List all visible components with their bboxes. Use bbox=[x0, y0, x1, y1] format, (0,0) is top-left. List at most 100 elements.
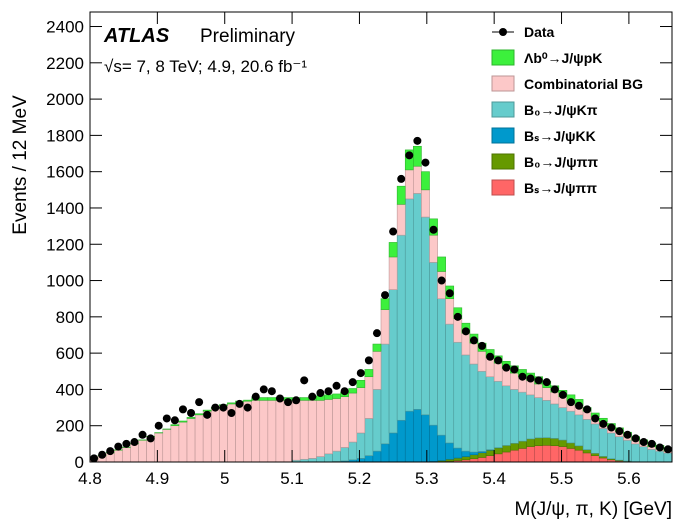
histogram-bar bbox=[405, 199, 413, 411]
histogram-bar bbox=[543, 400, 551, 437]
histogram-bar bbox=[397, 186, 405, 204]
x-tick-label: 5.6 bbox=[617, 469, 641, 488]
histogram-bar bbox=[252, 400, 260, 462]
histogram-bar bbox=[324, 454, 332, 462]
legend-swatch bbox=[492, 180, 514, 195]
histogram-bar bbox=[462, 355, 470, 451]
data-point bbox=[413, 137, 421, 145]
data-point bbox=[284, 398, 292, 406]
y-tick-label: 1800 bbox=[46, 126, 84, 145]
histogram-bar bbox=[551, 392, 559, 404]
histogram-bar bbox=[494, 381, 502, 447]
y-tick-label: 2400 bbox=[46, 18, 84, 37]
histogram-bar bbox=[268, 400, 276, 462]
data-point bbox=[349, 378, 357, 386]
data-point bbox=[648, 440, 656, 448]
data-point bbox=[268, 387, 276, 395]
data-point bbox=[139, 431, 147, 439]
data-point bbox=[236, 400, 244, 408]
histogram-bar bbox=[405, 411, 413, 462]
data-point bbox=[405, 151, 413, 159]
histogram-bar bbox=[446, 324, 454, 443]
histogram-bar bbox=[171, 425, 179, 426]
y-tick-label: 2200 bbox=[46, 54, 84, 73]
legend-swatch bbox=[492, 154, 514, 169]
atlas-label: ATLAS bbox=[103, 25, 170, 47]
data-point bbox=[252, 393, 260, 401]
data-point bbox=[333, 382, 341, 390]
histogram-bar bbox=[624, 440, 632, 461]
histogram-bar bbox=[341, 447, 349, 460]
data-point bbox=[527, 375, 535, 383]
data-point bbox=[599, 420, 607, 428]
histogram-bar bbox=[413, 193, 421, 409]
histogram-bar bbox=[470, 455, 478, 459]
histogram-bar bbox=[615, 437, 623, 461]
histogram-bar bbox=[308, 400, 316, 458]
histogram-bar bbox=[421, 172, 429, 190]
data-point bbox=[90, 454, 98, 462]
histogram-bar bbox=[130, 444, 138, 462]
histogram-bar bbox=[591, 424, 599, 453]
histogram-bar bbox=[236, 402, 244, 462]
histogram-bar bbox=[478, 457, 486, 462]
data-point bbox=[632, 434, 640, 442]
histogram-bar bbox=[260, 400, 268, 462]
histogram-bar bbox=[438, 435, 446, 460]
data-point bbox=[227, 409, 235, 417]
data-point bbox=[244, 404, 252, 412]
legend-label: Λb⁰→J/ψpK bbox=[524, 50, 602, 66]
histogram-bar bbox=[583, 419, 591, 449]
histogram-bar bbox=[292, 400, 300, 460]
histogram-bar bbox=[171, 426, 179, 462]
histogram-bar bbox=[413, 146, 421, 166]
data-point bbox=[454, 313, 462, 321]
data-point bbox=[365, 356, 373, 364]
histogram-bar bbox=[559, 447, 567, 462]
data-point bbox=[462, 327, 470, 335]
histogram-bar bbox=[268, 398, 276, 401]
data-point bbox=[607, 424, 615, 432]
histogram-bar bbox=[599, 458, 607, 462]
histogram-bar bbox=[122, 447, 130, 462]
histogram-bar bbox=[494, 448, 502, 454]
y-axis-label: Events / 12 MeV bbox=[10, 95, 31, 235]
histogram-bar bbox=[227, 403, 235, 404]
histogram-bar bbox=[357, 433, 365, 458]
histogram-bar bbox=[341, 397, 349, 448]
histogram-bar bbox=[494, 454, 502, 462]
data-point bbox=[543, 378, 551, 386]
histogram-bar bbox=[599, 428, 607, 456]
data-point bbox=[155, 422, 163, 430]
x-tick-label: 5.3 bbox=[415, 469, 439, 488]
histogram-bar bbox=[632, 444, 640, 462]
data-point bbox=[147, 434, 155, 442]
data-point bbox=[381, 291, 389, 299]
histogram-bar bbox=[567, 448, 575, 462]
x-tick-label: 5 bbox=[220, 469, 229, 488]
data-point bbox=[373, 329, 381, 337]
histogram-bar bbox=[179, 422, 187, 462]
histogram-bar bbox=[535, 398, 543, 438]
histogram-bar bbox=[300, 398, 308, 401]
histogram-bar bbox=[518, 448, 526, 462]
data-point bbox=[203, 411, 211, 419]
histogram-bar bbox=[397, 420, 405, 462]
histogram-bar bbox=[244, 400, 252, 401]
histogram-bar bbox=[155, 433, 163, 462]
y-tick-label: 1200 bbox=[46, 235, 84, 254]
histogram-bar bbox=[438, 271, 446, 298]
data-point bbox=[292, 396, 300, 404]
histogram-bar bbox=[389, 433, 397, 462]
data-point bbox=[535, 376, 543, 384]
legend-swatch bbox=[492, 128, 514, 143]
data-point bbox=[260, 385, 268, 393]
data-point bbox=[510, 365, 518, 373]
histogram-bar bbox=[470, 364, 478, 452]
histogram-bar bbox=[446, 443, 454, 459]
histogram-bar bbox=[316, 400, 324, 456]
legend-label: Bₛ→J/ψKK bbox=[524, 128, 596, 144]
histogram-bar bbox=[575, 450, 583, 462]
